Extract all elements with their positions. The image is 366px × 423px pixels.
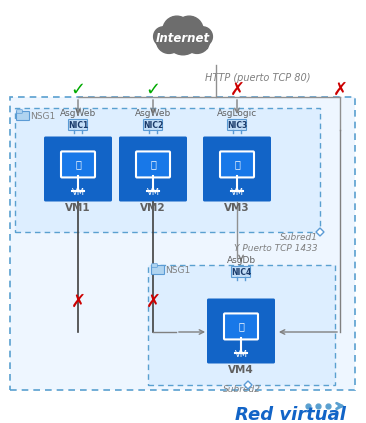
- FancyBboxPatch shape: [119, 137, 187, 201]
- Text: Subred2: Subred2: [223, 385, 261, 393]
- Text: VM: VM: [235, 350, 247, 359]
- Circle shape: [154, 27, 173, 47]
- Circle shape: [184, 28, 210, 53]
- Text: VM2: VM2: [140, 203, 166, 213]
- Text: NSG1: NSG1: [165, 266, 190, 275]
- Text: ✓: ✓: [145, 81, 161, 99]
- FancyBboxPatch shape: [207, 299, 275, 363]
- FancyBboxPatch shape: [228, 120, 246, 131]
- FancyBboxPatch shape: [44, 137, 112, 201]
- Text: ⬜: ⬜: [238, 321, 244, 332]
- FancyBboxPatch shape: [152, 266, 164, 275]
- Text: ✗: ✗: [332, 81, 348, 99]
- Text: AsgLogic: AsgLogic: [217, 109, 257, 118]
- Text: ✗: ✗: [145, 293, 161, 311]
- Text: Subred1: Subred1: [280, 233, 318, 242]
- Text: VM: VM: [231, 188, 243, 197]
- Text: NSG1: NSG1: [30, 112, 55, 121]
- Text: ✗: ✗: [229, 81, 244, 99]
- Text: Internet: Internet: [156, 31, 210, 44]
- FancyBboxPatch shape: [232, 266, 250, 277]
- Text: VM3: VM3: [224, 203, 250, 213]
- Text: AsgWeb: AsgWeb: [60, 109, 96, 118]
- FancyBboxPatch shape: [61, 151, 95, 177]
- Text: AsgWeb: AsgWeb: [135, 109, 171, 118]
- Text: AsgDb: AsgDb: [227, 255, 255, 264]
- FancyBboxPatch shape: [17, 110, 22, 113]
- Text: NIC4: NIC4: [231, 267, 251, 277]
- Text: ⬜: ⬜: [150, 159, 156, 170]
- Text: VM1: VM1: [65, 203, 91, 213]
- FancyBboxPatch shape: [152, 264, 157, 267]
- Circle shape: [175, 16, 203, 44]
- FancyBboxPatch shape: [224, 313, 258, 339]
- Text: ⬜: ⬜: [75, 159, 81, 170]
- FancyBboxPatch shape: [220, 151, 254, 177]
- Circle shape: [193, 27, 212, 47]
- FancyBboxPatch shape: [68, 120, 87, 131]
- Text: ✓: ✓: [70, 81, 86, 99]
- Text: VM4: VM4: [228, 365, 254, 375]
- Bar: [159, 34, 207, 48]
- Text: NIC2: NIC2: [143, 121, 163, 129]
- FancyBboxPatch shape: [148, 265, 335, 385]
- Circle shape: [156, 28, 182, 53]
- FancyBboxPatch shape: [10, 97, 355, 390]
- Text: Red virtual: Red virtual: [235, 406, 346, 423]
- Text: NIC1: NIC1: [68, 121, 88, 129]
- FancyBboxPatch shape: [143, 120, 163, 131]
- Circle shape: [163, 16, 191, 44]
- Polygon shape: [244, 381, 252, 389]
- Text: ⬜: ⬜: [234, 159, 240, 170]
- FancyBboxPatch shape: [203, 137, 271, 201]
- Text: NIC3: NIC3: [227, 121, 247, 129]
- Text: HTTP (puerto TCP 80): HTTP (puerto TCP 80): [205, 73, 311, 83]
- FancyBboxPatch shape: [16, 112, 30, 121]
- FancyBboxPatch shape: [136, 151, 170, 177]
- Text: VM: VM: [71, 188, 85, 197]
- Text: VM: VM: [146, 188, 160, 197]
- FancyBboxPatch shape: [15, 108, 320, 232]
- Text: Y Puerto TCP 1433: Y Puerto TCP 1433: [234, 244, 318, 253]
- Text: ✗: ✗: [70, 293, 86, 311]
- Polygon shape: [316, 228, 324, 236]
- Circle shape: [166, 21, 200, 55]
